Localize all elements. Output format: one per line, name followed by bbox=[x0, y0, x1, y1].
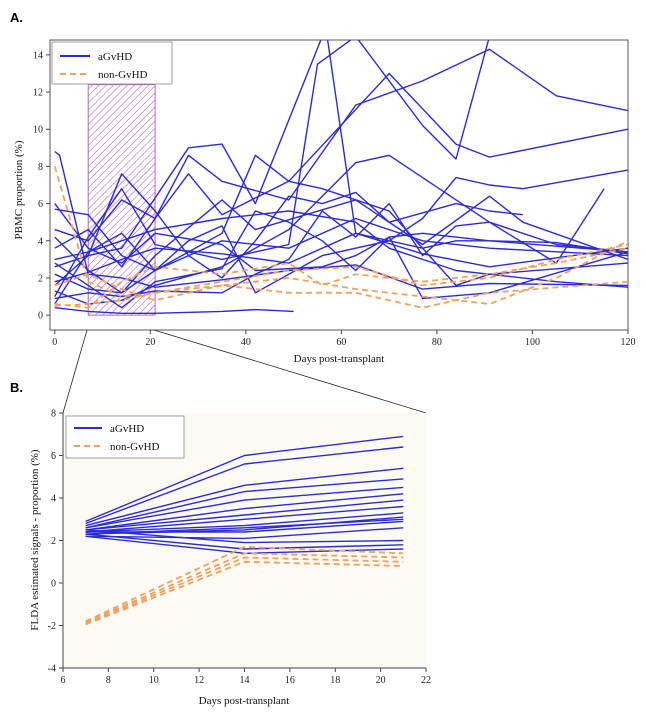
x-tick-label: 0 bbox=[52, 337, 57, 348]
agvhd-series-line bbox=[54, 232, 628, 283]
panel-b-legend: aGvHD non-GvHD bbox=[65, 415, 185, 459]
y-tick-label: 8 bbox=[38, 162, 43, 173]
x-tick-label: 80 bbox=[432, 337, 442, 348]
non-gvhd-series-line bbox=[85, 556, 404, 625]
agvhd-series-line bbox=[54, 169, 628, 294]
x-tick-label: 100 bbox=[525, 337, 540, 348]
x-tick-label: 16 bbox=[285, 675, 295, 686]
x-tick-label: 20 bbox=[376, 675, 386, 686]
agvhd-series-line bbox=[54, 208, 628, 272]
panel-a-x-axis-label: Days post-transplant bbox=[294, 353, 385, 365]
y-tick-label: -2 bbox=[48, 621, 56, 632]
x-tick-label: 60 bbox=[336, 337, 346, 348]
panel-a-plot-frame bbox=[49, 39, 629, 331]
agvhd-series-line bbox=[85, 467, 404, 527]
y-tick-label: 2 bbox=[38, 273, 43, 284]
agvhd-series-line bbox=[85, 478, 404, 529]
x-tick-label: 120 bbox=[621, 337, 636, 348]
x-tick-label: 20 bbox=[145, 337, 155, 348]
panel-b-legend-box bbox=[65, 415, 185, 459]
x-tick-label: 22 bbox=[421, 675, 431, 686]
y-tick-label: 0 bbox=[38, 311, 43, 322]
non-gvhd-series-line bbox=[85, 546, 404, 623]
panel-a-legend: aGvHD non-GvHD bbox=[51, 41, 173, 85]
panel-a-legend-agvhd-label: aGvHD bbox=[98, 51, 132, 63]
x-tick-label: 10 bbox=[149, 675, 159, 686]
y-tick-label: 6 bbox=[51, 451, 56, 462]
agvhd-series-line bbox=[54, 210, 628, 309]
y-tick-label: 4 bbox=[38, 236, 43, 247]
y-tick-label: 14 bbox=[33, 50, 43, 61]
agvhd-series-line bbox=[54, 40, 490, 297]
agvhd-series-line bbox=[54, 307, 294, 314]
agvhd-series-line bbox=[85, 435, 404, 523]
panel-a-chart: 0 20 40 60 80 100 120 0 2 4 6 8 10 12 14 Days post-tr… bbox=[13, 39, 636, 365]
y-tick-label: 2 bbox=[51, 536, 56, 547]
agvhd-series-line bbox=[85, 446, 404, 525]
y-tick-label: 4 bbox=[51, 494, 56, 505]
non-gvhd-series-line bbox=[54, 240, 628, 307]
panel-b-chart: 6 8 10 12 14 16 18 20 22 -4 -2 0 2 4 6 8 Days post-tra… bbox=[29, 409, 431, 708]
agvhd-series-line bbox=[85, 493, 404, 531]
panel-b-legend-agvhd-label: aGvHD bbox=[110, 423, 144, 435]
agvhd-series-line bbox=[85, 520, 404, 533]
agvhd-series-line bbox=[54, 72, 628, 305]
y-tick-label: 8 bbox=[51, 409, 56, 420]
y-tick-label: 12 bbox=[33, 88, 43, 99]
highlight-region bbox=[87, 84, 156, 316]
non-gvhd-series-line bbox=[53, 166, 628, 298]
panel-b-legend-nongvhd-label: non-GvHD bbox=[110, 441, 160, 453]
x-tick-label: 8 bbox=[106, 675, 111, 686]
panel-b-x-axis-label: Days post-transplant bbox=[199, 695, 290, 707]
agvhd-series-line bbox=[54, 173, 523, 286]
x-tick-label: 18 bbox=[330, 675, 340, 686]
agvhd-series-line bbox=[54, 40, 628, 268]
y-tick-label: 10 bbox=[33, 125, 43, 136]
x-tick-label: 14 bbox=[240, 675, 250, 686]
x-tick-label: 6 bbox=[61, 675, 66, 686]
agvhd-series-line bbox=[54, 173, 628, 287]
x-tick-label: 40 bbox=[241, 337, 251, 348]
non-gvhd-series-line bbox=[85, 560, 404, 626]
agvhd-series-line bbox=[85, 512, 404, 533]
agvhd-series-line bbox=[85, 486, 404, 529]
panel-a-legend-box bbox=[51, 41, 173, 85]
agvhd-series-line bbox=[85, 499, 404, 531]
non-gvhd-series-line bbox=[85, 552, 404, 624]
zoom-connector-right bbox=[153, 329, 427, 414]
agvhd-series-line bbox=[54, 188, 605, 300]
panel-b-label: B. bbox=[10, 380, 23, 395]
agvhd-series-line bbox=[54, 210, 628, 288]
x-tick-label: 12 bbox=[194, 675, 204, 686]
panel-a-y-axis-label: PBMC proportion (%) bbox=[13, 140, 25, 239]
agvhd-series-line bbox=[54, 195, 628, 294]
agvhd-series-line bbox=[85, 527, 404, 540]
y-tick-label: -4 bbox=[48, 664, 56, 675]
panel-a-label: A. bbox=[10, 10, 23, 25]
agvhd-series-line bbox=[85, 505, 404, 533]
zoom-connector-left bbox=[62, 329, 88, 414]
y-tick-label: 0 bbox=[51, 579, 56, 590]
agvhd-series-line bbox=[54, 203, 628, 272]
panel-b-y-axis-label: FLDA estimated signals - proportion (%) bbox=[29, 449, 41, 631]
agvhd-series-line bbox=[85, 529, 404, 544]
panel-a-legend-nongvhd-label: non-GvHD bbox=[98, 69, 148, 81]
agvhd-series-line bbox=[85, 533, 404, 550]
y-tick-label: 6 bbox=[38, 199, 43, 210]
